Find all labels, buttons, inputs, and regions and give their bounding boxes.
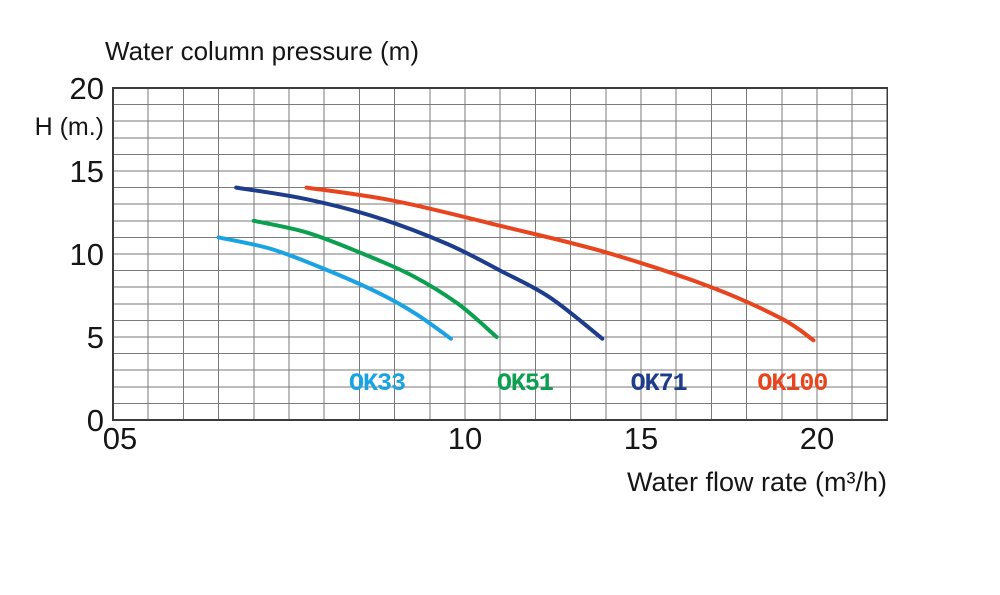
y-tick-label: 5 bbox=[87, 320, 104, 355]
x-tick-label: 10 bbox=[448, 421, 482, 456]
y-tick-label: 20 bbox=[70, 71, 104, 106]
chart-title: Water column pressure (m) bbox=[105, 36, 419, 66]
y-tick-label: 15 bbox=[70, 154, 104, 189]
y-tick-label: 10 bbox=[70, 237, 104, 272]
x-tick-label: 20 bbox=[800, 421, 834, 456]
series-curve-ok100 bbox=[304, 185, 816, 343]
series-label-ok33: OK33 bbox=[349, 369, 405, 398]
series-label-ok71: OK71 bbox=[631, 369, 687, 398]
y-axis-unit-label: H (m.) bbox=[34, 113, 104, 141]
series-label-ok51: OK51 bbox=[497, 369, 553, 398]
x-tick-label: 15 bbox=[624, 421, 658, 456]
x-axis-title: Water flow rate (m³/h) bbox=[626, 467, 888, 497]
x-tick-label: 05 bbox=[103, 421, 137, 456]
series-curve-ok33 bbox=[216, 235, 453, 341]
y-tick-label: 0 bbox=[87, 403, 104, 438]
plot-border bbox=[112, 87, 889, 421]
series-curve-ok51 bbox=[251, 218, 499, 339]
series-label-ok100: OK100 bbox=[757, 369, 827, 398]
series-curve-ok71 bbox=[234, 185, 605, 341]
